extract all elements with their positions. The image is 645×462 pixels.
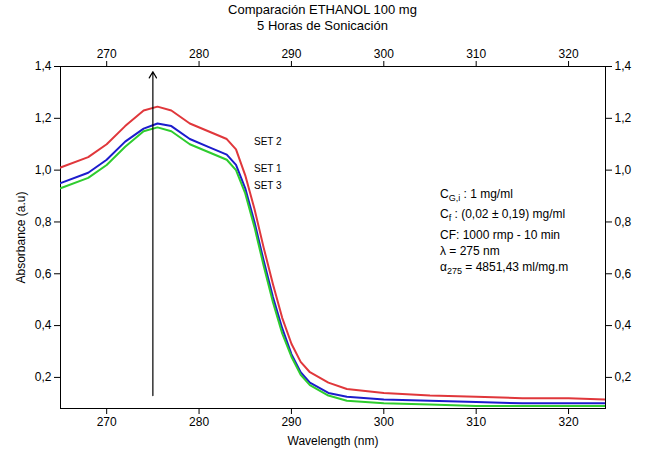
svg-text:310: 310 bbox=[466, 47, 486, 61]
html-text:CF: 1000 rmp - 10 min: CF: 1000 rmp - 10 min bbox=[440, 227, 560, 242]
svg-text:0,2: 0,2 bbox=[35, 370, 52, 384]
svg-text:0,8: 0,8 bbox=[35, 215, 52, 229]
svg-text:1,2: 1,2 bbox=[615, 111, 632, 125]
svg-text:1,0: 1,0 bbox=[615, 163, 632, 177]
html-text:Cf: (0,02 ± 0,19) mg/ml: Cf: (0,02 ± 0,19) mg/ml bbox=[440, 207, 566, 224]
svg-text:SET 1: SET 1 bbox=[254, 163, 282, 174]
html-text:α275= 4851,43 ml/mg.m: α275= 4851,43 ml/mg.m bbox=[440, 259, 569, 277]
svg-text:Absorbance (a.u): Absorbance (a.u) bbox=[14, 191, 28, 283]
html-text:λ = 275 nm: λ = 275 nm bbox=[440, 243, 500, 258]
svg-text:280: 280 bbox=[189, 47, 209, 61]
svg-text:280: 280 bbox=[189, 415, 209, 429]
svg-text:SET 2: SET 2 bbox=[254, 136, 282, 147]
svg-text:300: 300 bbox=[374, 47, 394, 61]
svg-text:0,4: 0,4 bbox=[615, 318, 632, 332]
svg-text:270: 270 bbox=[97, 47, 117, 61]
svg-text:310: 310 bbox=[466, 415, 486, 429]
html-text:5 Horas de Sonicación: 5 Horas de Sonicación bbox=[257, 18, 388, 33]
svg-text:0,6: 0,6 bbox=[35, 267, 52, 281]
svg-text:Wavelength (nm): Wavelength (nm) bbox=[288, 434, 379, 448]
svg-text:1,0: 1,0 bbox=[35, 163, 52, 177]
svg-text:270: 270 bbox=[97, 415, 117, 429]
svg-text:SET 3: SET 3 bbox=[254, 180, 282, 191]
svg-text:1,4: 1,4 bbox=[615, 59, 632, 73]
svg-text:1,2: 1,2 bbox=[35, 111, 52, 125]
svg-text:0,2: 0,2 bbox=[615, 370, 632, 384]
svg-text:290: 290 bbox=[281, 47, 301, 61]
svg-text:320: 320 bbox=[559, 47, 579, 61]
svg-text:0,8: 0,8 bbox=[615, 215, 632, 229]
svg-text:0,6: 0,6 bbox=[615, 267, 632, 281]
svg-text:0,4: 0,4 bbox=[35, 318, 52, 332]
svg-text:300: 300 bbox=[374, 415, 394, 429]
html-text:Comparación ETHANOL 100 mg: Comparación ETHANOL 100 mg bbox=[228, 2, 417, 17]
svg-text:320: 320 bbox=[559, 415, 579, 429]
svg-text:290: 290 bbox=[281, 415, 301, 429]
svg-text:1,4: 1,4 bbox=[35, 59, 52, 73]
html-text:CG,i: 1 mg/ml: CG,i: 1 mg/ml bbox=[440, 187, 513, 204]
